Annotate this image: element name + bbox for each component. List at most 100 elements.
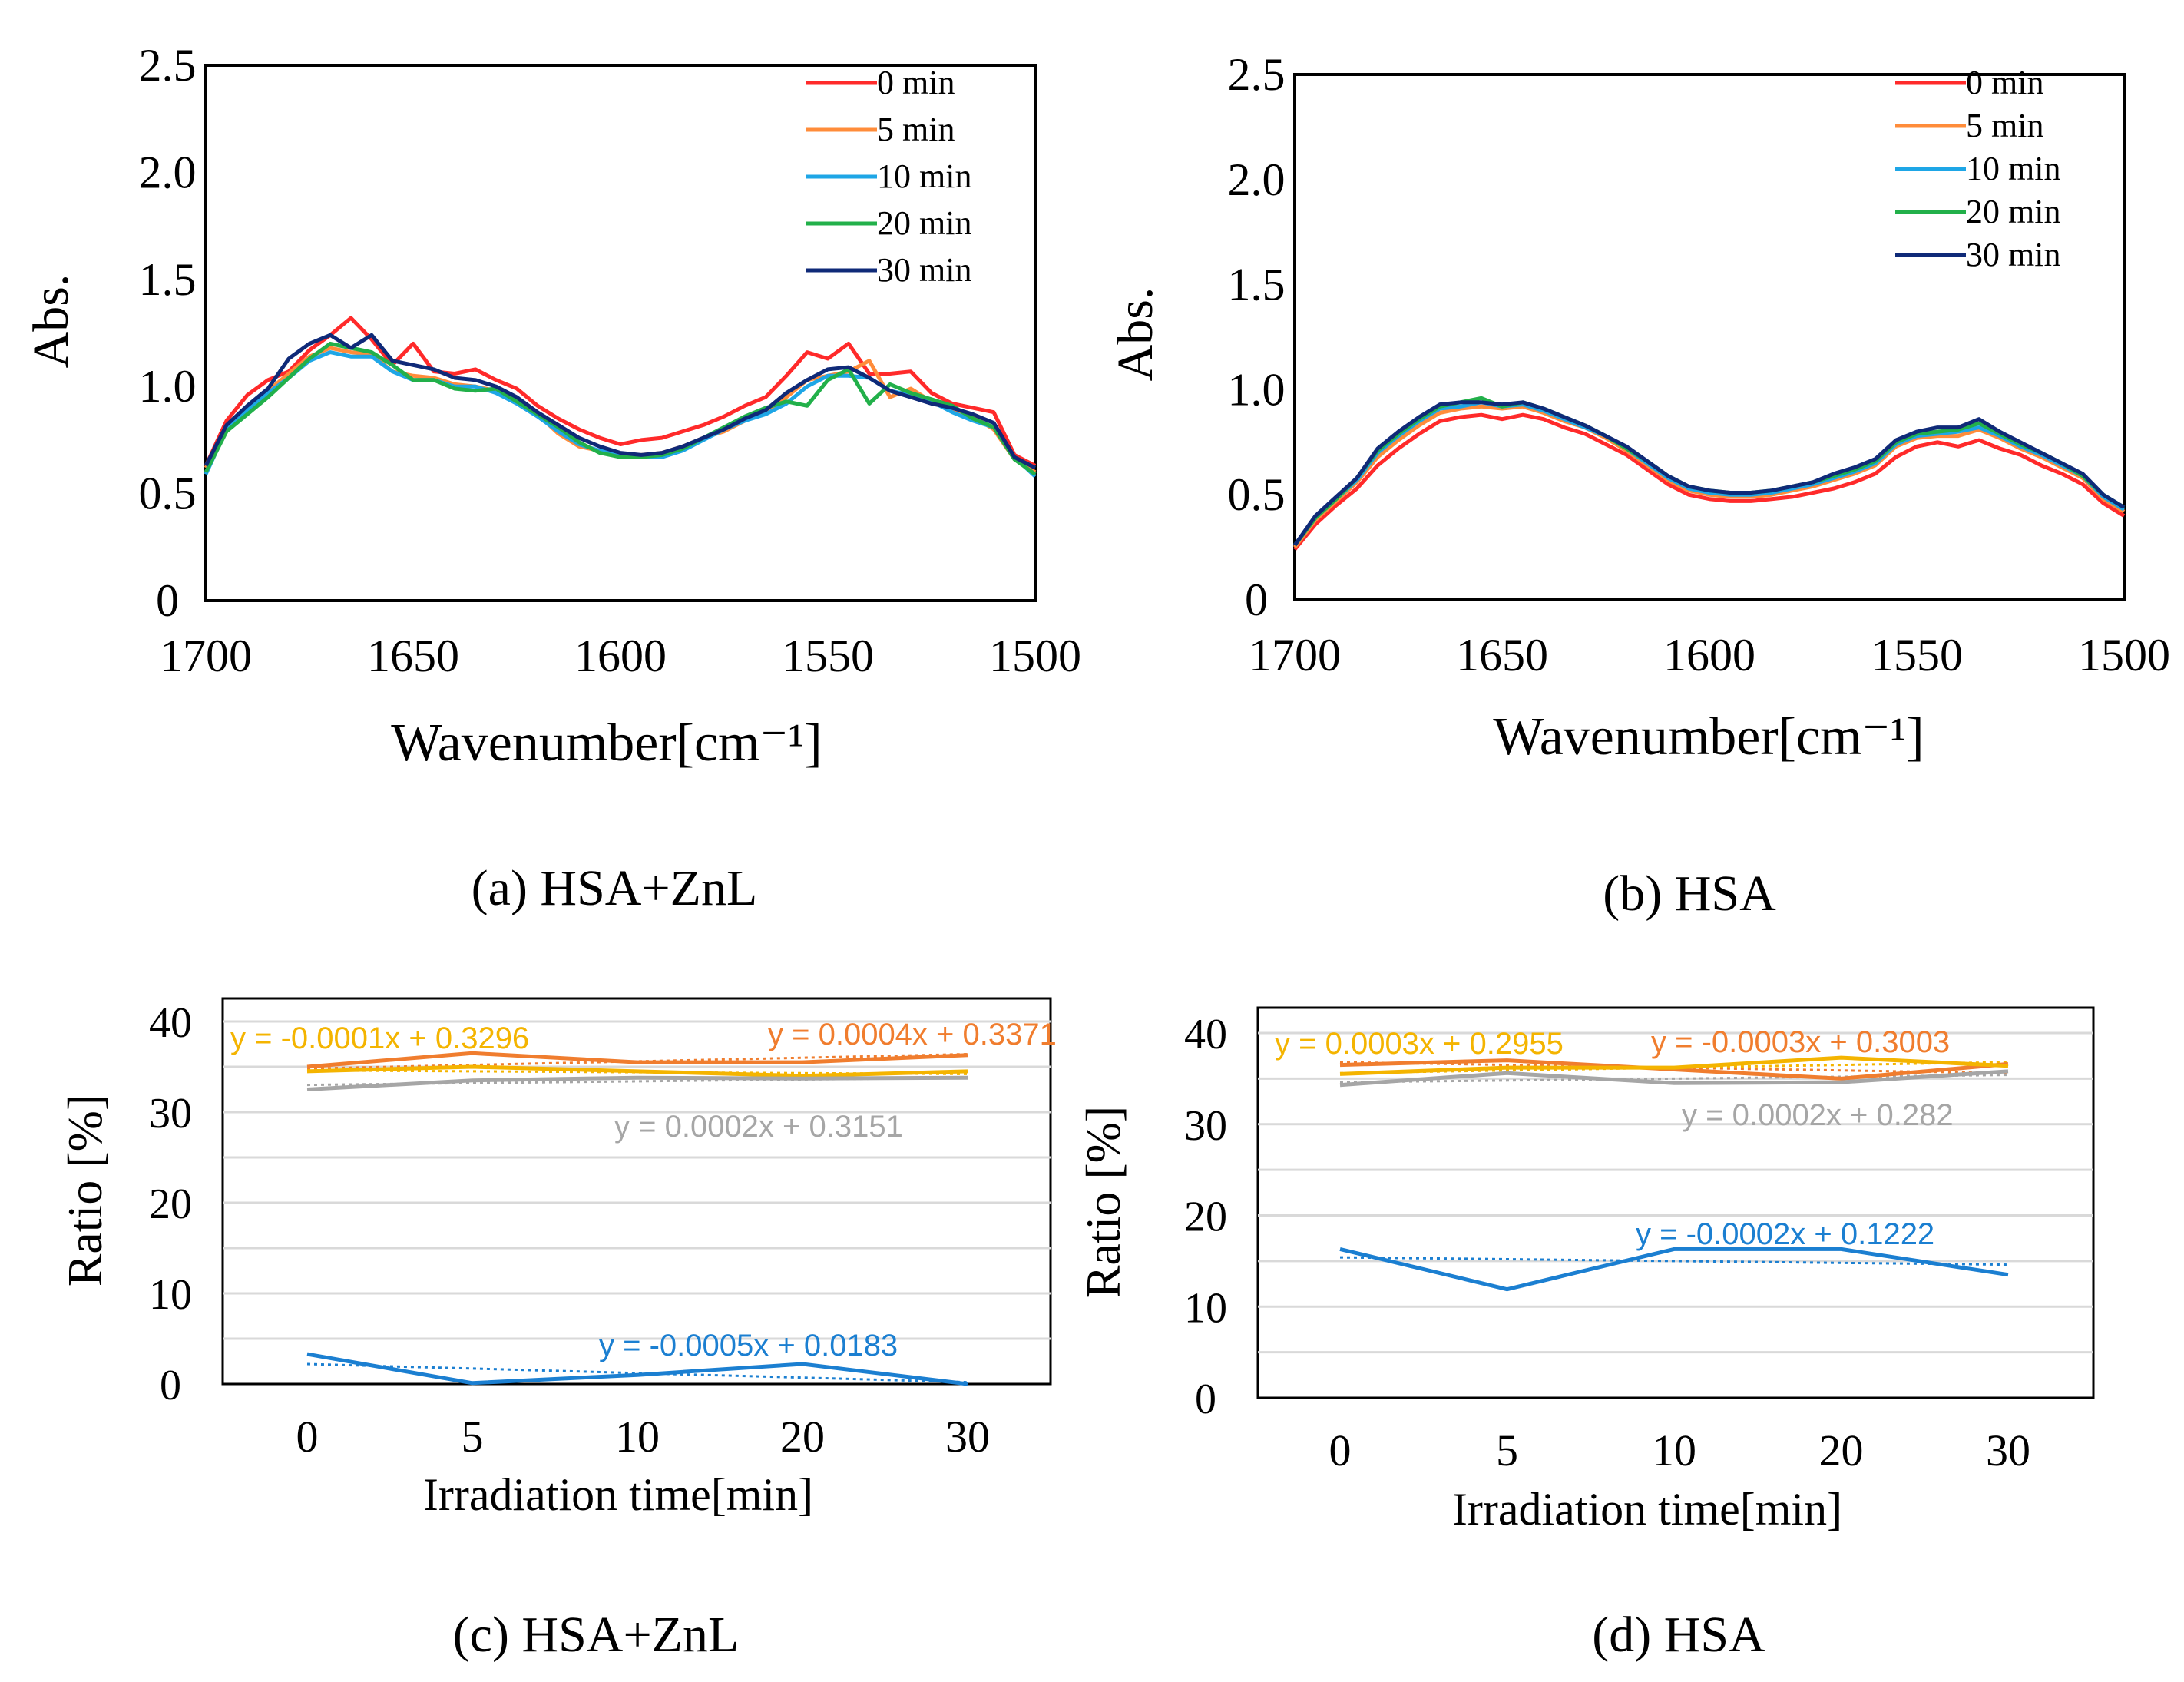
x-tick-label: 1650 xyxy=(1456,630,1548,680)
legend: 0 min 5 min 10 min 20 min 30 min xyxy=(1895,64,2060,273)
x-tick-label: 1600 xyxy=(574,631,667,681)
x-axis: 1700 1650 1600 1550 1500 xyxy=(1249,630,2170,680)
y-tick-label: 10 xyxy=(1184,1284,1227,1332)
x-axis-label: Wavenumber[cm⁻¹] xyxy=(1493,707,1924,767)
x-axis-label: Irradiation time[min] xyxy=(423,1469,813,1520)
legend-label: 5 min xyxy=(877,111,955,148)
y-tick-label: 0 xyxy=(156,575,179,626)
y-tick-label: 0.5 xyxy=(1228,469,1286,520)
x-tick-label: 1600 xyxy=(1663,630,1755,680)
legend-label: 0 min xyxy=(1966,64,2043,101)
x-axis: 0 5 10 20 30 xyxy=(1329,1425,2031,1475)
legend-label: 20 min xyxy=(1966,193,2060,230)
x-tick-label: 1550 xyxy=(782,631,874,681)
panel-caption: (d) HSA xyxy=(1592,1607,1765,1663)
y-tick-label: 1.0 xyxy=(139,361,197,412)
y-tick-label: 1.5 xyxy=(1228,260,1286,310)
series-line xyxy=(1339,1069,2009,1088)
panel-c-ratio-chart: 0 10 20 30 40 0 5 10 20 30 y = 0.0004x + 0.3371y… xyxy=(58,997,1057,1663)
x-tick-label: 5 xyxy=(462,1412,484,1462)
legend-label: 10 min xyxy=(877,157,971,195)
trendline-equation: y = 0.0002x + 0.3151 xyxy=(614,1110,903,1144)
equation-group: y = 0.0004x + 0.3371 y = -0.0001x + 0.329… xyxy=(230,1018,1057,1362)
series-line xyxy=(1293,396,2126,547)
y-tick-label: 40 xyxy=(149,999,192,1047)
x-tick-label: 1500 xyxy=(989,631,1081,681)
y-axis-label: Abs. xyxy=(1107,287,1163,382)
gridlines xyxy=(223,1020,1051,1340)
legend-label: 10 min xyxy=(1966,150,2060,187)
x-axis-label: Wavenumber[cm⁻¹] xyxy=(391,714,822,773)
legend-label: 5 min xyxy=(1966,107,2043,144)
y-tick-label: 2.0 xyxy=(139,147,197,197)
trendline xyxy=(1339,1074,2009,1084)
series-line xyxy=(1293,404,2126,549)
y-axis: 0 0.5 1.0 1.5 2.0 2.5 xyxy=(139,40,197,626)
plot-frame xyxy=(1256,1006,2095,1399)
series-line xyxy=(306,1352,968,1386)
x-tick-label: 1550 xyxy=(1871,630,1963,680)
x-tick-label: 1700 xyxy=(160,631,252,681)
plot-frame xyxy=(1293,73,2126,601)
trendline-equation: y = -0.0001x + 0.3296 xyxy=(230,1021,529,1055)
x-tick-label: 5 xyxy=(1496,1425,1518,1475)
y-tick-label: 1.5 xyxy=(139,254,197,305)
x-axis: 1700 1650 1600 1550 1500 xyxy=(160,631,1081,681)
legend-label: 30 min xyxy=(1966,236,2060,273)
y-tick-label: 0.5 xyxy=(139,469,197,519)
trendline-equation: y = 0.0003x + 0.2955 xyxy=(1275,1027,1564,1061)
x-tick-label: 20 xyxy=(780,1412,825,1462)
gridlines xyxy=(1258,1031,2093,1354)
x-tick-label: 10 xyxy=(615,1412,660,1462)
x-tick-label: 0 xyxy=(296,1412,319,1462)
legend-label: 0 min xyxy=(877,64,955,101)
panel-d-ratio-chart: 0 10 20 30 40 0 5 10 20 30 y = -0.0003x + 0.3003… xyxy=(1076,1006,2095,1663)
series-line xyxy=(1293,412,2126,551)
y-tick-label: 30 xyxy=(1184,1102,1227,1150)
y-tick-label: 2.5 xyxy=(139,40,197,91)
panel-a-spectrum-chart: 1700 1650 1600 1550 1500 0 0.5 1.0 1.5 2.0 2.5 0 … xyxy=(23,40,1081,916)
panel-caption: (c) HSA+ZnL xyxy=(453,1607,740,1663)
trendline-equation: y = -0.0005x + 0.0183 xyxy=(599,1329,898,1362)
y-axis: 0 0.5 1.0 1.5 2.0 2.5 xyxy=(1228,49,1286,625)
legend: 0 min 5 min 10 min 20 min 30 min xyxy=(806,64,971,289)
panel-b-spectrum-chart: 1700 1650 1600 1550 1500 0 0.5 1.0 1.5 2.0 2.5 0 … xyxy=(1107,49,2170,922)
series-line xyxy=(306,1051,968,1069)
y-axis: 0 10 20 30 40 xyxy=(1184,1011,1227,1423)
legend-label: 30 min xyxy=(877,251,971,289)
x-axis: 0 5 10 20 30 xyxy=(296,1412,991,1462)
trendline xyxy=(1339,1256,2009,1266)
series-line xyxy=(204,333,1037,470)
y-axis-label: Ratio [%] xyxy=(1076,1106,1130,1299)
y-tick-label: 40 xyxy=(1184,1011,1227,1058)
series-group xyxy=(306,1051,968,1386)
y-tick-label: 20 xyxy=(1184,1194,1227,1241)
y-tick-label: 0 xyxy=(1195,1376,1216,1423)
series-line xyxy=(204,316,1037,468)
series-group xyxy=(1339,1055,2009,1292)
x-tick-label: 30 xyxy=(945,1412,990,1462)
y-axis: 0 10 20 30 40 xyxy=(149,999,192,1409)
x-tick-label: 1500 xyxy=(2078,630,2170,680)
series-group xyxy=(1292,396,2126,551)
y-tick-label: 0 xyxy=(1245,574,1268,625)
x-tick-label: 0 xyxy=(1329,1425,1352,1475)
equation-group: y = -0.0003x + 0.3003 y = 0.0003x + 0.295… xyxy=(1275,1025,1954,1251)
x-tick-label: 1650 xyxy=(367,631,459,681)
series-line xyxy=(1339,1247,2009,1292)
plot-frame xyxy=(221,997,1052,1386)
y-tick-label: 10 xyxy=(149,1271,192,1319)
series-line xyxy=(204,341,1037,476)
y-tick-label: 1.0 xyxy=(1228,364,1286,415)
y-tick-label: 2.5 xyxy=(1228,49,1286,100)
trendline-equation: y = -0.0003x + 0.3003 xyxy=(1651,1025,1950,1059)
legend-label: 20 min xyxy=(877,204,971,242)
series-group xyxy=(204,316,1037,478)
series-line xyxy=(1339,1055,2009,1076)
x-tick-label: 30 xyxy=(1986,1425,2030,1475)
x-tick-label: 10 xyxy=(1652,1425,1696,1475)
trendline-equation: y = -0.0002x + 0.1222 xyxy=(1636,1217,1934,1251)
y-tick-label: 20 xyxy=(149,1180,192,1228)
y-axis-label: Abs. xyxy=(23,274,79,369)
